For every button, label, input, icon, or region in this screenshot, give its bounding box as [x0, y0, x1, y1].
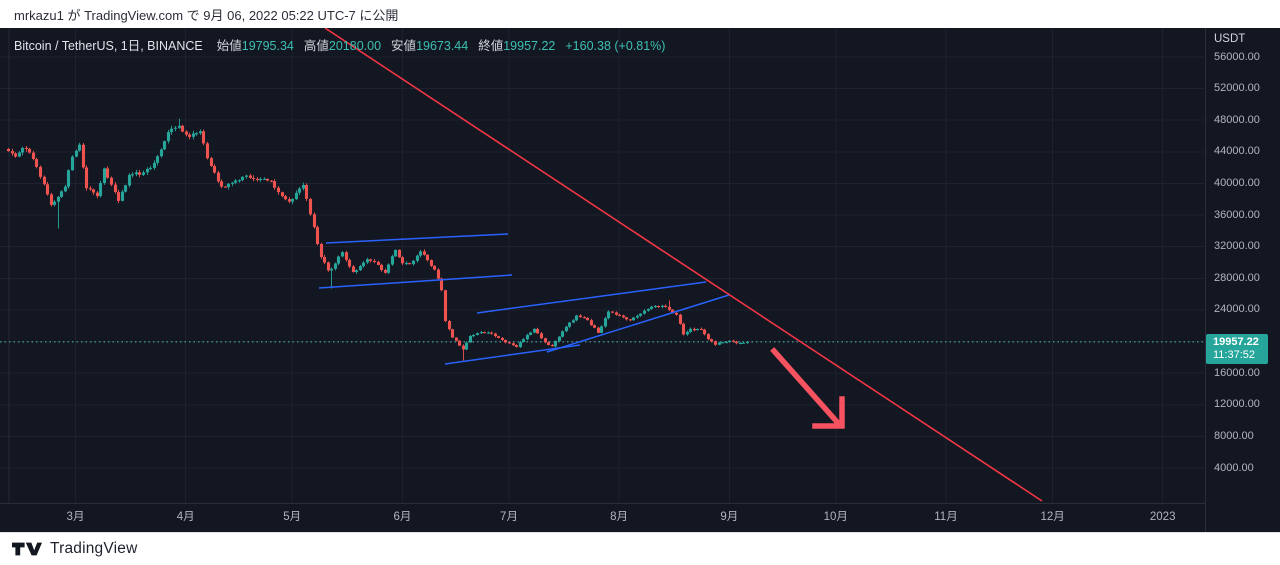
- price-tick-label: 8000.00: [1214, 430, 1254, 442]
- price-tick-label: 52000.00: [1214, 82, 1260, 94]
- grid-layer: [0, 28, 1205, 504]
- current-price-badge: 19957.22 11:37:52: [1206, 334, 1268, 364]
- time-axis-label: 12月: [1040, 511, 1064, 523]
- blue-trendline-3[interactable]: [476, 281, 707, 314]
- time-axis-label: 11月: [934, 511, 957, 523]
- red-descending-trendline[interactable]: [324, 28, 1043, 502]
- low-label: 安値: [391, 39, 417, 53]
- time-axis-label: 8月: [610, 511, 628, 523]
- time-axis[interactable]: 3月 4月 5月 6月 7月 8月 9月 10月 11月 12月 2023: [67, 511, 1176, 523]
- symbol-legend: Bitcoin / TetherUS, 1日, BINANCE 始値19795.…: [14, 35, 665, 54]
- price-tick-label: 32000.00: [1214, 240, 1260, 252]
- price-tick-label: 36000.00: [1214, 209, 1260, 221]
- price-tick-label: 24000.00: [1214, 303, 1260, 315]
- price-tick-label: 12000.00: [1214, 398, 1260, 410]
- symbol-title[interactable]: Bitcoin / TetherUS, 1日, BINANCE: [14, 39, 203, 53]
- low-value: 19673.44: [416, 39, 469, 53]
- tradingview-logo[interactable]: [12, 540, 42, 558]
- chart-area[interactable]: 3月 4月 5月 6月 7月 8月 9月 10月 11月 12月 2023 Bitcoin / Te…: [0, 28, 1280, 532]
- footer-bar: TradingView: [0, 532, 1280, 565]
- blue-trendline-2[interactable]: [318, 274, 513, 289]
- current-price: 19957.22: [1213, 336, 1259, 348]
- price-tick-label: 48000.00: [1214, 114, 1260, 126]
- open-label: 始値: [216, 39, 242, 53]
- attribution-text: mrkazu1 が TradingView.com で 9月 06, 2022 …: [14, 7, 399, 23]
- red-down-arrow[interactable]: [770, 347, 845, 429]
- price-tick-label: 4000.00: [1214, 462, 1254, 474]
- price-tick-label: 16000.00: [1214, 367, 1260, 379]
- blue-trendline-5[interactable]: [546, 294, 730, 353]
- time-axis-label: 9月: [720, 511, 738, 523]
- ohlc-close: 終値19957.22: [478, 35, 555, 54]
- high-label: 高値: [303, 39, 329, 53]
- drawings-layer[interactable]: [318, 28, 1043, 502]
- price-tick-label: 28000.00: [1214, 272, 1260, 284]
- price-axis-unit: USDT: [1214, 33, 1246, 45]
- price-tick-label: 56000.00: [1214, 51, 1260, 63]
- price-axis[interactable]: USDT 56000.00 52000.00 48000.00 44000.00 400…: [1205, 28, 1280, 532]
- candles-layer: [6, 118, 750, 361]
- time-axis-label: 7月: [500, 511, 518, 523]
- footer-brand[interactable]: TradingView: [50, 540, 138, 557]
- open-value: 19795.34: [241, 39, 294, 53]
- blue-trendline-1[interactable]: [325, 233, 509, 244]
- close-value: 19957.22: [503, 39, 556, 53]
- close-label: 終値: [478, 39, 504, 53]
- time-axis-label: 6月: [393, 511, 411, 523]
- ohlc-open: 始値19795.34: [217, 35, 294, 54]
- chart-canvas[interactable]: 3月 4月 5月 6月 7月 8月 9月 10月 11月 12月 2023: [0, 28, 1205, 532]
- high-value: 20180.00: [328, 39, 382, 53]
- ohlc-low: 安値19673.44: [391, 35, 468, 54]
- time-axis-label: 5月: [283, 511, 301, 523]
- time-axis-label: 10月: [824, 511, 848, 523]
- price-tick-label: 44000.00: [1214, 145, 1260, 157]
- ohlc-high: 高値20180.00: [304, 35, 381, 54]
- time-axis-label: 2023: [1150, 511, 1176, 523]
- change-value: +160.38 (+0.81%): [565, 39, 666, 53]
- countdown-timer: 11:37:52: [1213, 349, 1256, 361]
- price-tick-label: 40000.00: [1214, 177, 1260, 189]
- attribution-bar: mrkazu1 が TradingView.com で 9月 06, 2022 …: [0, 0, 1280, 28]
- time-axis-label: 4月: [177, 511, 195, 523]
- time-axis-label: 3月: [67, 511, 85, 523]
